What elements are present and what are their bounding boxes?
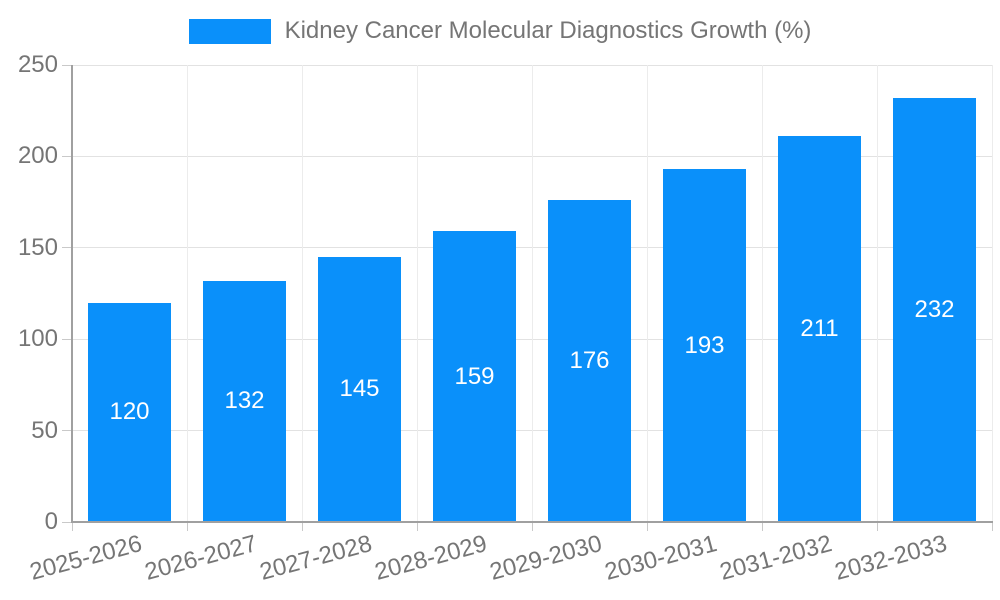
y-tick-mark xyxy=(62,247,72,249)
x-gridline xyxy=(991,65,993,522)
y-tick-label: 0 xyxy=(44,508,58,535)
x-tick-mark xyxy=(991,522,993,531)
bar xyxy=(88,302,171,522)
y-tick-label: 100 xyxy=(17,325,58,353)
y-tick-mark xyxy=(62,64,72,66)
x-tick-label: 2030-2031 xyxy=(601,530,720,586)
bar-value-label: 193 xyxy=(684,331,725,359)
bar xyxy=(663,169,746,522)
y-tick-label: 200 xyxy=(17,142,58,170)
x-gridline xyxy=(531,65,533,522)
bar-value-label: 132 xyxy=(224,387,265,415)
x-axis-line xyxy=(71,521,993,523)
legend-label: Kidney Cancer Molecular Diagnostics Grow… xyxy=(284,17,812,44)
bar xyxy=(548,200,631,522)
x-tick-label: 2031-2032 xyxy=(716,530,835,586)
x-tick-label: 2025-2026 xyxy=(26,530,145,586)
bar xyxy=(203,280,286,522)
x-tick-label: 2026-2027 xyxy=(141,530,260,586)
bar xyxy=(318,256,401,522)
x-tick-label: 2029-2030 xyxy=(486,530,605,586)
x-tick-mark xyxy=(301,522,303,531)
x-tick-mark xyxy=(531,522,533,531)
x-gridline xyxy=(186,65,188,522)
x-tick-mark xyxy=(71,522,73,531)
y-tick-mark xyxy=(62,521,72,523)
y-axis-line xyxy=(71,65,73,523)
x-tick-mark xyxy=(876,522,878,531)
legend: Kidney Cancer Molecular Diagnostics Grow… xyxy=(0,17,1000,45)
x-tick-label: 2032-2033 xyxy=(831,530,950,586)
bar-value-label: 120 xyxy=(109,398,150,426)
y-tick-label: 150 xyxy=(17,233,58,261)
bar xyxy=(778,136,861,522)
x-gridline xyxy=(761,65,763,522)
bar xyxy=(433,231,516,522)
x-tick-mark xyxy=(416,522,418,531)
x-gridline xyxy=(876,65,878,522)
x-gridline xyxy=(416,65,418,522)
y-tick-mark xyxy=(62,338,72,340)
bar-value-label: 145 xyxy=(339,375,380,403)
y-tick-mark xyxy=(62,430,72,432)
y-tick-label: 250 xyxy=(17,51,58,78)
legend-swatch xyxy=(188,18,271,44)
bar-value-label: 211 xyxy=(800,315,839,343)
x-tick-label: 2027-2028 xyxy=(256,530,375,586)
bar-value-label: 232 xyxy=(914,295,955,323)
x-tick-mark xyxy=(186,522,188,531)
y-tick-label: 50 xyxy=(31,416,58,444)
y-tick-mark xyxy=(62,155,72,157)
x-tick-label: 2028-2029 xyxy=(371,530,490,586)
bar-value-label: 159 xyxy=(454,362,495,390)
bar xyxy=(893,97,976,522)
x-tick-mark xyxy=(761,522,763,531)
bar-value-label: 176 xyxy=(569,347,610,375)
x-gridline xyxy=(646,65,648,522)
x-gridline xyxy=(301,65,303,522)
x-tick-mark xyxy=(646,522,648,531)
